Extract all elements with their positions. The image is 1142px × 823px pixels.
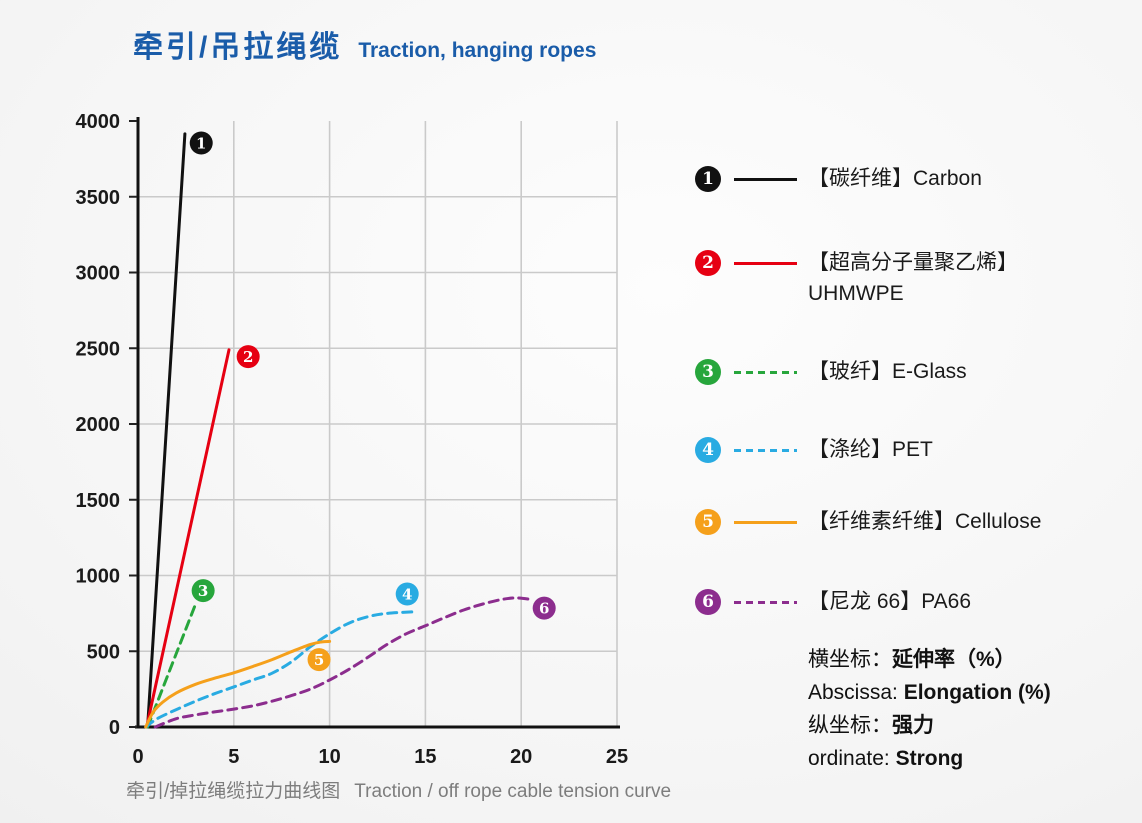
series-marker-uhmwpe: 2 <box>236 345 260 369</box>
legend-item-uhmwpe: 2 【超高分子量聚乙烯】 UHMWPE <box>695 250 1018 309</box>
series-marker-pa66: 6 <box>532 596 556 620</box>
legend-label: 【玻纤】E-Glass <box>808 360 967 383</box>
svg-text:5: 5 <box>314 651 324 669</box>
legend-number-badge: 5 <box>695 509 721 535</box>
legend-item-carbon: 1 【碳纤维】Carbon <box>695 166 982 194</box>
chart-caption-en: Traction / off rope cable tension curve <box>354 781 672 802</box>
legend-line-sample <box>734 262 797 265</box>
chart-legend: 1 【碳纤维】Carbon 2 【超高分子量聚乙烯】 UHMWPE 3 【玻纤】E-Glas… <box>695 0 1142 640</box>
legend-label: 【纤维素纤维】Cellulose <box>808 510 1042 533</box>
y-tick-label: 2500 <box>76 338 121 360</box>
y-tick-label: 0 <box>109 717 120 739</box>
legend-number-badge: 2 <box>695 250 721 276</box>
x-tick-label: 20 <box>510 746 532 768</box>
y-tick-label: 500 <box>87 641 120 663</box>
legend-line-sample <box>734 371 797 374</box>
legend-item-pa66: 6 【尼龙 66】PA66 <box>695 589 971 617</box>
legend-line-sample <box>734 449 797 452</box>
legend-item-eglass: 3 【玻纤】E-Glass <box>695 359 967 387</box>
y-tick-label: 4000 <box>76 111 121 133</box>
svg-text:6: 6 <box>539 600 549 618</box>
series-line-eglass <box>146 600 198 729</box>
y-tick-label: 3000 <box>76 263 121 285</box>
x-tick-label: 5 <box>228 746 239 768</box>
y-tick-label: 1500 <box>76 490 121 512</box>
series-line-carbon <box>146 132 187 729</box>
series-line-uhmwpe <box>145 348 231 729</box>
page-title-cn: 牵引/吊拉绳缆 <box>133 31 343 64</box>
svg-text:3: 3 <box>198 582 208 600</box>
chart-caption-cn: 牵引/掉拉绳缆拉力曲线图 <box>126 781 341 802</box>
legend-label: 【尼龙 66】PA66 <box>808 590 972 613</box>
legend-number-badge: 3 <box>695 359 721 385</box>
legend-number-badge: 1 <box>695 166 721 192</box>
series-line-pet <box>144 610 414 729</box>
grid-lines <box>138 121 618 727</box>
series-marker-cellulose: 5 <box>307 648 331 672</box>
axis-note-line-3: ordinate: Strong <box>808 747 964 770</box>
series-line-pa66 <box>153 596 535 729</box>
x-tick-label: 25 <box>606 746 628 768</box>
y-tick-label: 2000 <box>76 414 121 436</box>
x-tick-label: 10 <box>318 746 340 768</box>
y-tick-label: 3500 <box>76 187 121 209</box>
chart-caption: 牵引/掉拉绳缆拉力曲线图 Traction / off rope cable te… <box>126 776 671 803</box>
series-marker-pet: 4 <box>395 582 419 606</box>
x-tick-label: 0 <box>132 746 143 768</box>
series-marker-eglass: 3 <box>191 579 215 603</box>
axes <box>129 117 620 729</box>
axis-note-line-0: 横坐标：延伸率（%） <box>808 648 1016 671</box>
series-marker-carbon: 1 <box>189 131 213 155</box>
axis-notes: 横坐标：延伸率（%） Abscissa: Elongation (%) 纵坐标：强力… <box>808 643 1051 775</box>
axis-note-line-1: Abscissa: Elongation (%) <box>808 681 1051 704</box>
y-tick-label: 1000 <box>76 566 121 588</box>
legend-label: 【超高分子量聚乙烯】 UHMWPE <box>808 251 1018 305</box>
legend-item-pet: 4 【涤纶】PET <box>695 437 933 465</box>
legend-label: 【涤纶】PET <box>808 438 933 461</box>
legend-line-sample <box>734 521 797 524</box>
legend-number-badge: 4 <box>695 437 721 463</box>
legend-line-sample <box>734 601 797 604</box>
legend-label: 【碳纤维】Carbon <box>808 167 982 190</box>
axis-note-line-2: 纵坐标：强力 <box>808 714 934 737</box>
legend-line-sample <box>734 178 797 181</box>
page-title: 牵引/吊拉绳缆 Traction, hanging ropes <box>133 22 596 66</box>
x-tick-label: 15 <box>414 746 436 768</box>
svg-text:4: 4 <box>402 585 412 603</box>
series-line-cellulose <box>144 639 332 729</box>
svg-text:2: 2 <box>243 348 253 366</box>
legend-item-cellulose: 5 【纤维素纤维】Cellulose <box>695 509 1041 537</box>
page-title-en: Traction, hanging ropes <box>358 39 597 62</box>
legend-number-badge: 6 <box>695 589 721 615</box>
svg-text:1: 1 <box>196 134 206 152</box>
